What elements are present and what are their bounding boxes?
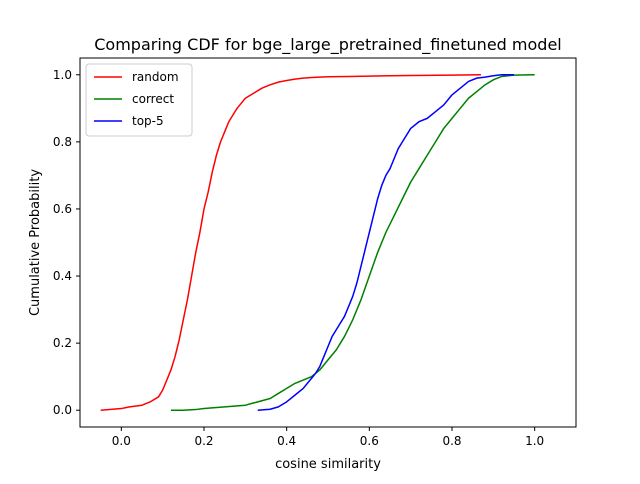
- y-axis-label: Cumulative Probability: [28, 169, 43, 316]
- series-line-random: [100, 74, 481, 411]
- series-layer: [100, 74, 535, 411]
- legend-box: [85, 63, 193, 137]
- legend-label-random: random: [132, 70, 179, 84]
- x-axis-label: cosine similarity: [275, 457, 381, 472]
- y-tick-label: 1.0: [53, 68, 72, 82]
- legend-label-correct: correct: [132, 92, 174, 106]
- x-axis: 0.0 0.2 0.4 0.6 0.8 1.0: [112, 427, 544, 448]
- y-tick-label: 0.0: [53, 403, 72, 417]
- y-tick-label: 0.6: [53, 202, 72, 216]
- series-line-correct: [170, 74, 535, 411]
- x-tick-label: 0.0: [112, 434, 131, 448]
- legend-label-top-5: top-5: [132, 114, 164, 128]
- y-tick-label: 0.8: [53, 135, 72, 149]
- x-tick-label: 1.0: [525, 434, 544, 448]
- x-tick-label: 0.8: [442, 434, 461, 448]
- chart-title: Comparing CDF for bge_large_pretrained_f…: [94, 35, 561, 55]
- x-tick-label: 0.4: [277, 434, 296, 448]
- legend: random correct top-5: [85, 63, 193, 137]
- x-tick-label: 0.6: [360, 434, 379, 448]
- y-axis: 0.0 0.2 0.4 0.6 0.8 1.0: [53, 68, 80, 417]
- plot-frame: [79, 57, 577, 428]
- x-tick-label: 0.2: [194, 434, 213, 448]
- y-tick-label: 0.4: [53, 269, 72, 283]
- series-line-top-5: [257, 74, 514, 411]
- y-tick-label: 0.2: [53, 336, 72, 350]
